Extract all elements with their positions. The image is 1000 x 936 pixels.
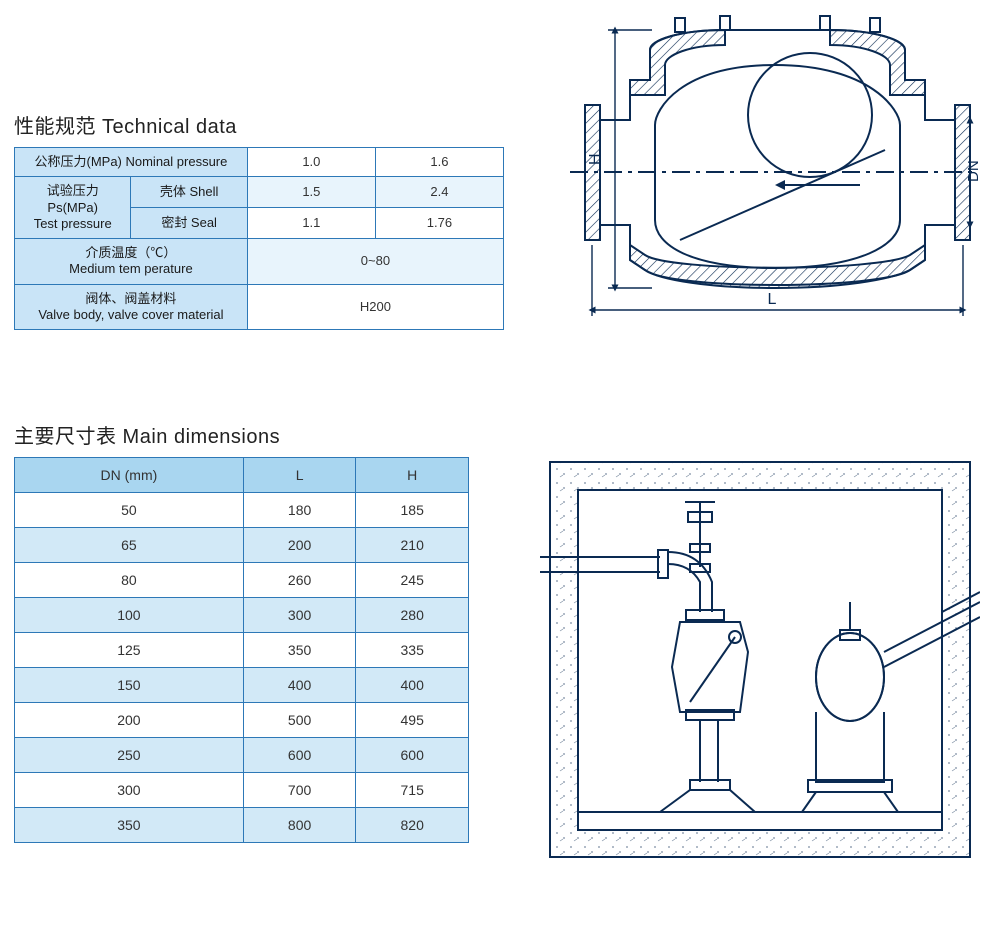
cell-dn: 300 bbox=[15, 773, 244, 808]
medium-temp-val: 0~80 bbox=[247, 239, 503, 285]
table-header-row: DN (mm) L H bbox=[15, 458, 469, 493]
nominal-pressure-val-1: 1.0 bbox=[247, 148, 375, 177]
table-row: 200500495 bbox=[15, 703, 469, 738]
cell-h: 185 bbox=[356, 493, 469, 528]
test-pressure-line-3: Test pressure bbox=[34, 216, 112, 231]
test-pressure-group: 试验压力 Ps(MPa) Test pressure bbox=[15, 177, 131, 239]
test-pressure-line-1: 试验压力 bbox=[47, 183, 99, 198]
nominal-pressure-label: 公称压力(MPa) Nominal pressure bbox=[15, 148, 248, 177]
technical-data-section: 性能规范 Technical data 公称压力(MPa) Nominal pr… bbox=[14, 110, 504, 330]
cell-l: 400 bbox=[243, 668, 356, 703]
col-l: L bbox=[243, 458, 356, 493]
test-pressure-line-2: Ps(MPa) bbox=[47, 200, 98, 215]
technical-data-title: 性能规范 Technical data bbox=[14, 110, 504, 139]
cell-dn: 200 bbox=[15, 703, 244, 738]
cell-h: 245 bbox=[356, 563, 469, 598]
dim-label-h: H bbox=[587, 153, 604, 165]
cell-l: 500 bbox=[243, 703, 356, 738]
cell-h: 210 bbox=[356, 528, 469, 563]
cell-dn: 250 bbox=[15, 738, 244, 773]
seal-val-2: 1.76 bbox=[375, 208, 503, 239]
col-dn: DN (mm) bbox=[15, 458, 244, 493]
cell-dn: 150 bbox=[15, 668, 244, 703]
table-row: 100300280 bbox=[15, 598, 469, 633]
dim-label-l: L bbox=[768, 291, 777, 308]
cell-dn: 125 bbox=[15, 633, 244, 668]
main-dimensions-section: 主要尺寸表 Main dimensions DN (mm) L H 501801… bbox=[14, 420, 469, 843]
cell-l: 180 bbox=[243, 493, 356, 528]
table-row: 250600600 bbox=[15, 738, 469, 773]
material-line-2: Valve body, valve cover material bbox=[38, 307, 223, 322]
cell-l: 350 bbox=[243, 633, 356, 668]
material-line-1: 阀体、阀盖材料 bbox=[85, 291, 176, 306]
cell-l: 700 bbox=[243, 773, 356, 808]
cell-l: 260 bbox=[243, 563, 356, 598]
valve-section-diagram: H DN L bbox=[560, 10, 980, 330]
table-row: 125350335 bbox=[15, 633, 469, 668]
table-row: 介质温度（℃） Medium tem perature 0~80 bbox=[15, 239, 504, 285]
seal-val-1: 1.1 bbox=[247, 208, 375, 239]
cell-h: 715 bbox=[356, 773, 469, 808]
cell-dn: 350 bbox=[15, 808, 244, 843]
main-dimensions-table: DN (mm) L H 5018018565200210802602451003… bbox=[14, 457, 469, 843]
table-row: 50180185 bbox=[15, 493, 469, 528]
cell-dn: 50 bbox=[15, 493, 244, 528]
cell-h: 495 bbox=[356, 703, 469, 738]
nominal-pressure-val-2: 1.6 bbox=[375, 148, 503, 177]
material-val: H200 bbox=[247, 284, 503, 330]
material-label: 阀体、阀盖材料 Valve body, valve cover material bbox=[15, 284, 248, 330]
table-row: 65200210 bbox=[15, 528, 469, 563]
shell-val-1: 1.5 bbox=[247, 177, 375, 208]
table-row: 公称压力(MPa) Nominal pressure 1.0 1.6 bbox=[15, 148, 504, 177]
table-row: 150400400 bbox=[15, 668, 469, 703]
cell-h: 600 bbox=[356, 738, 469, 773]
cell-h: 820 bbox=[356, 808, 469, 843]
seal-label: 密封 Seal bbox=[131, 208, 247, 239]
dim-label-dn: DN bbox=[965, 160, 980, 182]
technical-data-table: 公称压力(MPa) Nominal pressure 1.0 1.6 试验压力 … bbox=[14, 147, 504, 330]
main-dimensions-title: 主要尺寸表 Main dimensions bbox=[14, 420, 469, 449]
cell-l: 800 bbox=[243, 808, 356, 843]
table-row: 350800820 bbox=[15, 808, 469, 843]
table-row: 300700715 bbox=[15, 773, 469, 808]
cell-dn: 100 bbox=[15, 598, 244, 633]
cell-h: 335 bbox=[356, 633, 469, 668]
shell-label: 壳体 Shell bbox=[131, 177, 247, 208]
table-row: 80260245 bbox=[15, 563, 469, 598]
installation-diagram bbox=[540, 452, 980, 867]
cell-h: 280 bbox=[356, 598, 469, 633]
cell-l: 300 bbox=[243, 598, 356, 633]
table-row: 阀体、阀盖材料 Valve body, valve cover material… bbox=[15, 284, 504, 330]
table-row: 试验压力 Ps(MPa) Test pressure 壳体 Shell 1.5 … bbox=[15, 177, 504, 208]
cell-l: 600 bbox=[243, 738, 356, 773]
medium-temp-label: 介质温度（℃） Medium tem perature bbox=[15, 239, 248, 285]
medium-temp-line-1: 介质温度（℃） bbox=[85, 245, 176, 260]
cell-dn: 65 bbox=[15, 528, 244, 563]
cell-l: 200 bbox=[243, 528, 356, 563]
shell-val-2: 2.4 bbox=[375, 177, 503, 208]
medium-temp-line-2: Medium tem perature bbox=[69, 261, 193, 276]
col-h: H bbox=[356, 458, 469, 493]
cell-dn: 80 bbox=[15, 563, 244, 598]
cell-h: 400 bbox=[356, 668, 469, 703]
